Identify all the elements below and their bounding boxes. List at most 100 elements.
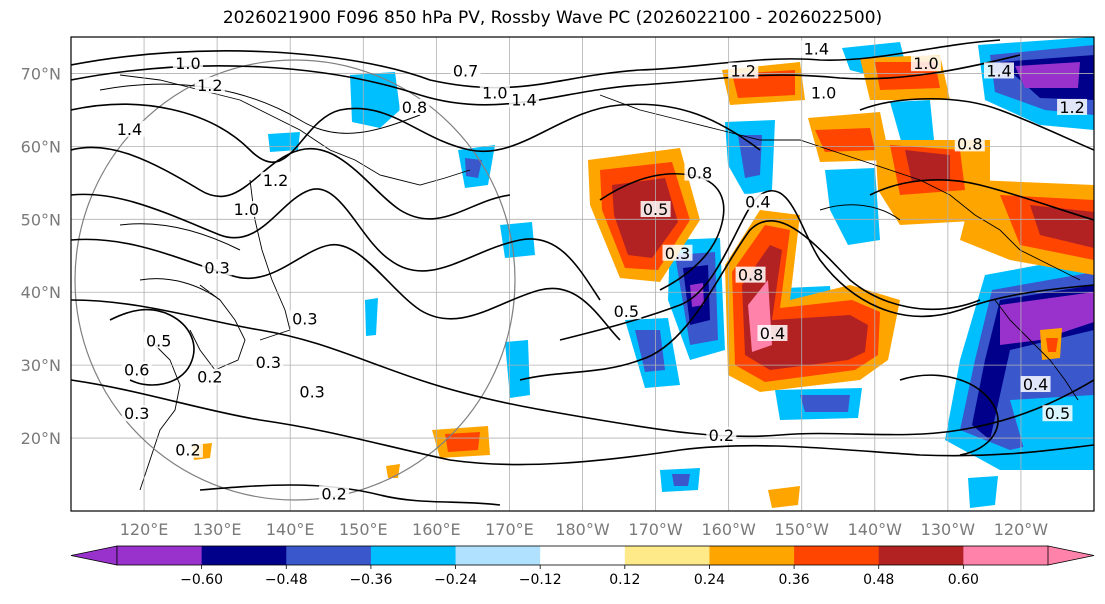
negative-anomaly-shade — [1015, 62, 1080, 88]
contour-labels: 1.01.21.40.70.81.0 1.41.21.41.01.01.40.81… — [114, 40, 1088, 503]
negative-anomaly-shade — [365, 298, 378, 336]
latitude-label: 60°N — [21, 137, 61, 156]
contour-label: 0.2 — [175, 441, 200, 460]
contour-label-bg — [984, 62, 1015, 79]
contour-label: 0.4 — [745, 193, 770, 212]
contour-label: 0.4 — [760, 324, 785, 343]
contour-label-bg — [742, 193, 773, 210]
latitude-label: 50°N — [21, 210, 61, 229]
positive-anomaly-shade — [768, 486, 800, 508]
longitude-label: 140°W — [848, 520, 903, 539]
contour-label: 1.0 — [234, 200, 259, 219]
colorbar-max-extension — [1047, 545, 1095, 566]
contour-label-bg — [954, 135, 985, 152]
contour-label: 1.4 — [117, 120, 142, 139]
negative-anomaly-shade — [268, 132, 300, 152]
contour-label: 0.3 — [299, 382, 324, 401]
lat-lon-grid — [71, 37, 1094, 511]
colorbar-segment — [624, 546, 710, 565]
contour-label: 1.2 — [197, 76, 222, 95]
colorbar-segment — [794, 546, 880, 565]
longitude-label: 160°W — [701, 520, 756, 539]
longitude-label: 170°W — [628, 520, 683, 539]
longitude-label: 170°E — [485, 520, 534, 539]
colorbar-tick-label: −0.12 — [519, 572, 562, 588]
contour-label-bg — [757, 324, 788, 341]
contour-label: 0.8 — [402, 98, 427, 117]
colorbar-segment — [455, 546, 541, 565]
negative-anomaly-shade — [800, 395, 850, 412]
contour-label-bg — [1057, 98, 1088, 115]
colorbar-min-extension — [70, 545, 118, 566]
contour-label: 1.2 — [1059, 98, 1084, 117]
contour-label: 1.4 — [986, 61, 1011, 80]
colorbar-segment — [201, 546, 287, 565]
contour-label-bg — [1020, 376, 1051, 393]
contour-label: 0.3 — [204, 258, 229, 277]
colorbar: −0.60 −0.48 −0.36 −0.24 −0.12 0.12 0.24 0.36 0.4… — [70, 545, 1095, 588]
colorbar-segment — [540, 546, 626, 565]
latitude-label: 40°N — [21, 283, 61, 302]
contour-label-bg — [202, 259, 233, 276]
contour-label: 0.5 — [1045, 404, 1070, 423]
negative-anomaly-shade — [505, 340, 530, 398]
colorbar-tick-label: −0.36 — [349, 572, 392, 588]
pv-contours — [71, 39, 1094, 506]
contour-label-bg — [801, 40, 832, 57]
contour-label: 1.0 — [811, 83, 836, 102]
colorbar-tick-label: 0.60 — [948, 572, 979, 588]
positive-anomaly-shade — [445, 432, 480, 452]
longitude-label: 120°E — [120, 520, 169, 539]
positive-anomaly-shade — [386, 464, 400, 478]
contour-label: 0.2 — [321, 484, 346, 503]
colorbar-tick-label: −0.24 — [434, 572, 477, 588]
longitude-label: 130°E — [193, 520, 242, 539]
contour-label: 0.8 — [738, 266, 763, 285]
negative-anomaly-shade — [635, 330, 665, 372]
contour-label-bg — [194, 77, 225, 94]
contour-label: 0.3 — [292, 309, 317, 328]
contour-label-bg — [706, 427, 737, 444]
contour-label-bg — [297, 383, 328, 400]
colorbar-segment — [370, 546, 457, 565]
positive-anomaly-shade — [905, 150, 950, 182]
reference-circle — [74, 59, 516, 501]
contour-label-bg — [509, 91, 540, 108]
contour-label: 0.2 — [197, 368, 222, 387]
latitude-labels: 70°N 60°N 50°N 40°N 30°N 20°N — [21, 64, 61, 448]
contour-label: 1.0 — [482, 83, 507, 102]
contour-label-bg — [143, 332, 174, 349]
contour-label-bg — [662, 244, 693, 261]
longitude-label: 130°W — [921, 520, 976, 539]
contour-label-bg — [808, 84, 839, 101]
negative-anomaly-shade — [1000, 292, 1094, 345]
pv-contours-thin — [99, 83, 901, 301]
coastlines — [119, 74, 1081, 491]
contour-label-bg — [450, 62, 481, 79]
contour-label: 0.7 — [453, 61, 478, 80]
contour-label-bg — [194, 368, 225, 385]
positive-anomaly-shade — [612, 178, 678, 258]
contour-label-bg — [289, 310, 320, 327]
contour-label-bg — [399, 98, 430, 115]
map-border — [70, 36, 1095, 512]
contour-label-bg — [319, 485, 350, 502]
contour-label-bg — [231, 201, 262, 218]
negative-anomaly-shade — [738, 135, 762, 178]
contour-label: 1.0 — [913, 54, 938, 73]
longitude-label: 140°E — [266, 520, 315, 539]
contour-label: 1.4 — [511, 91, 536, 110]
longitude-labels: 120°E 130°E 140°E 150°E 160°E 170°E 180°W 170°W… — [120, 520, 1049, 539]
latitude-label: 30°N — [21, 356, 61, 375]
contour-label: 0.3 — [124, 404, 149, 423]
longitude-label: 160°E — [412, 520, 461, 539]
negative-anomaly-shade — [968, 476, 998, 508]
contour-label-bg — [172, 55, 203, 72]
contour-label-bg — [121, 405, 152, 422]
colorbar-segment — [709, 546, 795, 565]
contour-label: 0.8 — [957, 134, 982, 153]
map-title: 2026021900 F096 850 hPa PV, Rossby Wave … — [222, 8, 883, 28]
contour-label-bg — [910, 55, 941, 72]
contour-label: 0.3 — [256, 353, 281, 372]
